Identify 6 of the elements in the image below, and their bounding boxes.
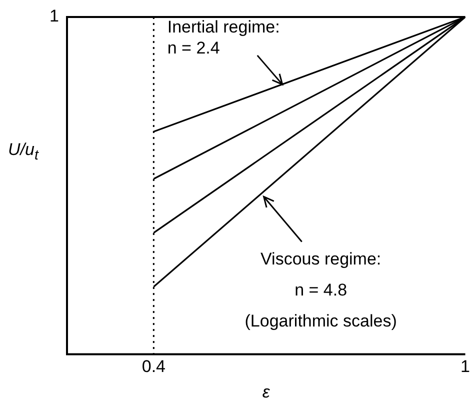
y-axis-title: U/u$_{t}$ (8, 140, 38, 164)
text: 1 (50, 6, 59, 26)
annotation: Inertial regime: n = 2.4 (167, 17, 280, 58)
x-axis-title: ε (262, 382, 270, 402)
annotation: Viscous regime: n = 4.8 (Logarithmic scales) (244, 250, 397, 331)
x-tick-label: 0.4 (142, 357, 166, 376)
